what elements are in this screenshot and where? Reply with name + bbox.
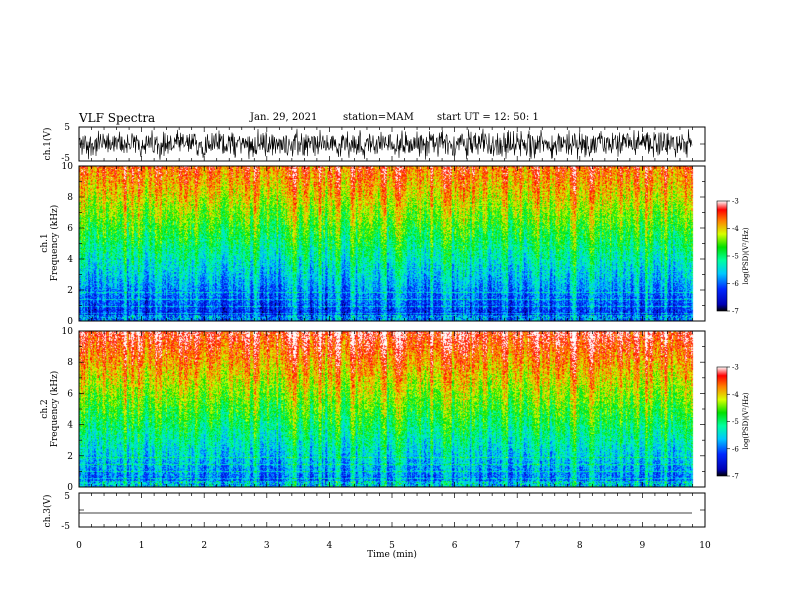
- time-axis-tick-labels: 0 1 2 3 4 5 6 7 8 9 10: [76, 541, 711, 551]
- ch1-ytick-bottom: -5: [61, 154, 70, 164]
- colorbar-tick-label: -6: [732, 280, 739, 288]
- ch1-waveform-panel: 5 -5 ch.1(V): [42, 123, 706, 164]
- ch1-spectrogram-ticks: [78, 165, 706, 322]
- ch1-channel-label: ch.1: [40, 233, 50, 252]
- time-tick-label: 2: [201, 541, 207, 551]
- colorbar-tick-label: -6: [732, 445, 739, 453]
- frequency-tick-label: 0: [67, 483, 73, 493]
- chart-title: VLF Spectra: [79, 111, 156, 125]
- ch2-channel-label: ch.2: [40, 399, 50, 418]
- time-tick-label: 8: [577, 541, 583, 551]
- ch1-waveform-ticks: [78, 126, 706, 162]
- header-date: Jan. 29, 2021: [250, 112, 318, 123]
- ch3-waveform-frame: [78, 492, 706, 528]
- ch2-spectrogram-ticks: [78, 330, 706, 488]
- frequency-tick-label: 6: [67, 389, 73, 399]
- ch1-colorbar-label: log(PSD)(V²/Hz): [742, 227, 750, 284]
- colorbar-tick-label: -5: [732, 253, 739, 261]
- frequency-tick-label: 4: [67, 421, 73, 431]
- ch2-colorbar-label: log(PSD)(V²/Hz): [742, 392, 750, 449]
- frequency-tick-label: 4: [67, 255, 73, 265]
- ch2-colorbar: [716, 366, 728, 477]
- frequency-tick-label: 6: [67, 224, 73, 234]
- colorbar-tick-label: -3: [732, 198, 739, 206]
- ch3-waveform-ylabel: ch.3(V): [42, 495, 53, 528]
- frequency-tick-label: 10: [62, 327, 74, 337]
- time-tick-label: 3: [264, 541, 270, 551]
- time-tick-label: 5: [389, 541, 395, 551]
- colorbar-tick-label: -5: [732, 418, 739, 426]
- time-tick-label: 0: [76, 541, 82, 551]
- time-axis-label: Time (min): [367, 549, 417, 560]
- frequency-tick-label: 2: [67, 286, 73, 296]
- frequency-tick-label: 2: [67, 452, 73, 462]
- colorbar-tick-label: -7: [732, 308, 739, 316]
- ch1-colorbar-ticks: -3 -4 -5 -6 -7: [727, 198, 739, 316]
- ch2-spectrogram-image: [79, 331, 705, 487]
- time-tick-label: 1: [139, 541, 145, 551]
- ch2-colorbar-ticks: -3 -4 -5 -6 -7: [727, 364, 739, 481]
- ch1-frequency-ylabel: Frequency (kHz): [49, 205, 60, 282]
- ch1-waveform-ylabel: ch.1(V): [42, 128, 53, 161]
- colorbar-tick-label: -7: [732, 473, 739, 481]
- ch1-colorbar: [716, 200, 728, 312]
- ch2-frequency-tick-labels: 0 2 4 6 8 10: [62, 327, 74, 493]
- ch1-spectrogram-image: [79, 166, 705, 321]
- time-tick-label: 6: [452, 541, 458, 551]
- frequency-tick-label: 10: [62, 162, 74, 172]
- ch3-ytick-bottom: -5: [61, 522, 70, 532]
- frequency-tick-label: 8: [67, 193, 73, 203]
- ch2-frequency-ylabel: Frequency (kHz): [49, 371, 60, 448]
- ch1-waveform-line: [78, 128, 693, 160]
- time-tick-label: 7: [514, 541, 520, 551]
- ch3-waveform-panel: 5 -5 ch.3(V): [42, 492, 706, 532]
- header-station: station=MAM: [343, 112, 414, 123]
- ch1-ytick-top: 5: [64, 123, 70, 133]
- colorbar-tick-label: -4: [732, 391, 739, 399]
- colorbar-tick-label: -3: [732, 364, 739, 372]
- time-tick-label: 10: [699, 541, 711, 551]
- colorbar-tick-label: -4: [732, 225, 739, 233]
- frequency-tick-label: 8: [67, 358, 73, 368]
- ch3-waveform-ticks: [78, 492, 706, 528]
- header-start-time: start UT = 12: 50: 1: [437, 112, 539, 123]
- time-tick-label: 9: [640, 541, 646, 551]
- ch3-ytick-top: 5: [64, 492, 70, 502]
- ch1-frequency-tick-labels: 0 2 4 6 8 10: [62, 162, 74, 327]
- frequency-tick-label: 0: [67, 317, 73, 327]
- time-tick-label: 4: [327, 541, 333, 551]
